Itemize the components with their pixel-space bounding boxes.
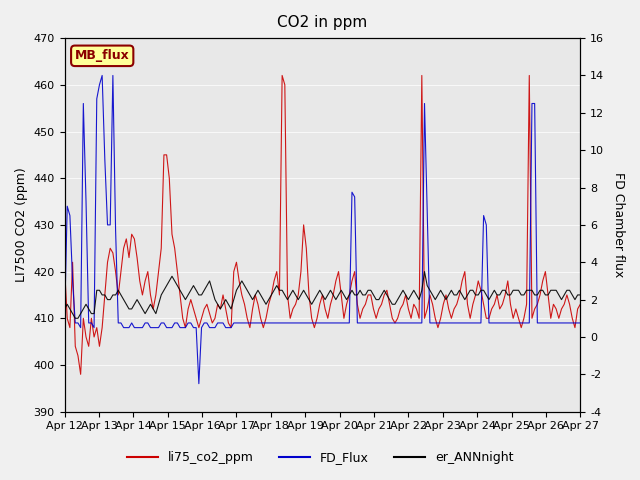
Text: MB_flux: MB_flux [75, 49, 129, 62]
Y-axis label: FD Chamber flux: FD Chamber flux [612, 172, 625, 277]
Y-axis label: LI7500 CO2 (ppm): LI7500 CO2 (ppm) [15, 168, 28, 282]
Title: CO2 in ppm: CO2 in ppm [277, 15, 367, 30]
Legend: li75_co2_ppm, FD_Flux, er_ANNnight: li75_co2_ppm, FD_Flux, er_ANNnight [122, 446, 518, 469]
